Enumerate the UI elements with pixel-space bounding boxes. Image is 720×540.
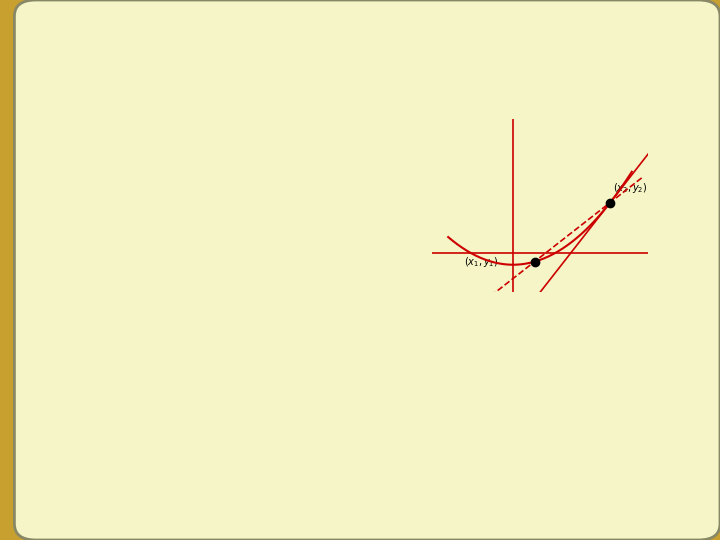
Text: $(x_2, y_2)$: $(x_2, y_2)$: [613, 181, 647, 195]
Text: This is the: This is the: [179, 358, 277, 376]
Text: For: For: [157, 312, 197, 332]
Text: 2: 2: [401, 379, 409, 392]
Text: 3: 3: [615, 446, 626, 464]
Text: $m = \dfrac{y_1 - y_2}{x_1 - x_2} = \dfrac{f(x_1) - f(x_2)}{x_2 - x_2}$: $m = \dfrac{y_1 - y_2}{x_1 - x_2} = \dfr…: [135, 231, 362, 271]
Text: to x: to x: [377, 376, 417, 394]
Text: function on the interval from x: function on the interval from x: [179, 376, 455, 394]
Text: ❖: ❖: [119, 152, 139, 172]
Text: slope for two points on the graph: slope for two points on the graph: [157, 334, 504, 354]
Text: Average Rate of Change: Average Rate of Change: [66, 102, 672, 145]
Text: Recall formula for slope of a line through
two points: Recall formula for slope of a line throu…: [157, 150, 582, 197]
Text: ❖: ❖: [119, 314, 139, 334]
Text: for the: for the: [347, 358, 413, 376]
Text: average rate of change: average rate of change: [234, 358, 446, 376]
Text: function we could determine the: function we could determine the: [206, 312, 552, 332]
Text: 1: 1: [367, 379, 375, 392]
Text: any: any: [184, 312, 222, 332]
Text: $(x_1, y_1)$: $(x_1, y_1)$: [464, 255, 499, 269]
